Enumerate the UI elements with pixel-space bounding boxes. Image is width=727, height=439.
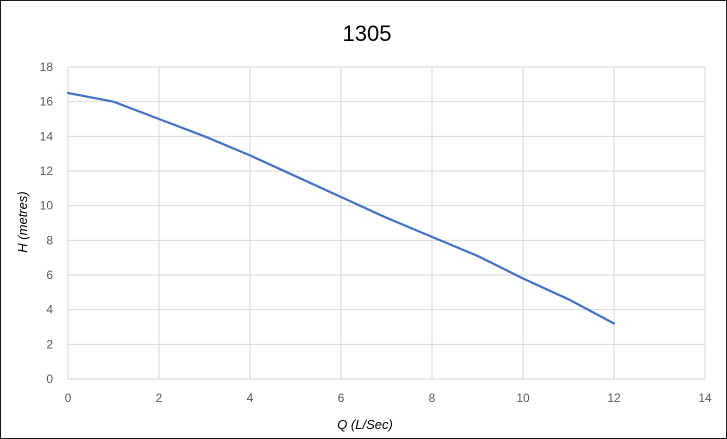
x-tick-label: 10 <box>516 391 530 405</box>
y-axis-title: H (metres) <box>15 191 30 252</box>
y-tick-label: 14 <box>40 129 54 143</box>
x-tick-label: 0 <box>65 391 72 405</box>
chart-title: 1305 <box>343 21 392 46</box>
series-line <box>66 91 616 325</box>
y-tick-label: 4 <box>46 303 53 317</box>
y-tick-label: 18 <box>40 60 54 74</box>
y-tick-label: 10 <box>40 199 54 213</box>
x-tick-label: 6 <box>338 391 345 405</box>
y-tick-label: 6 <box>46 268 53 282</box>
x-tick-label: 14 <box>698 391 712 405</box>
y-tick-label: 0 <box>46 372 53 386</box>
x-axis-ticks: 0 2 4 6 8 10 12 14 <box>65 391 712 405</box>
y-axis-ticks: 0 2 4 6 8 10 12 14 16 18 <box>40 60 54 386</box>
x-tick-label: 8 <box>429 391 436 405</box>
y-tick-label: 2 <box>46 337 53 351</box>
y-tick-label: 8 <box>46 233 53 247</box>
x-tick-label: 12 <box>607 391 621 405</box>
gridlines <box>67 66 706 380</box>
y-tick-label: 12 <box>40 164 54 178</box>
x-tick-label: 4 <box>247 391 254 405</box>
series-layer <box>66 91 616 325</box>
x-tick-label: 2 <box>156 391 163 405</box>
x-axis-title: Q (L/Sec) <box>337 417 393 432</box>
y-tick-label: 16 <box>40 95 54 109</box>
